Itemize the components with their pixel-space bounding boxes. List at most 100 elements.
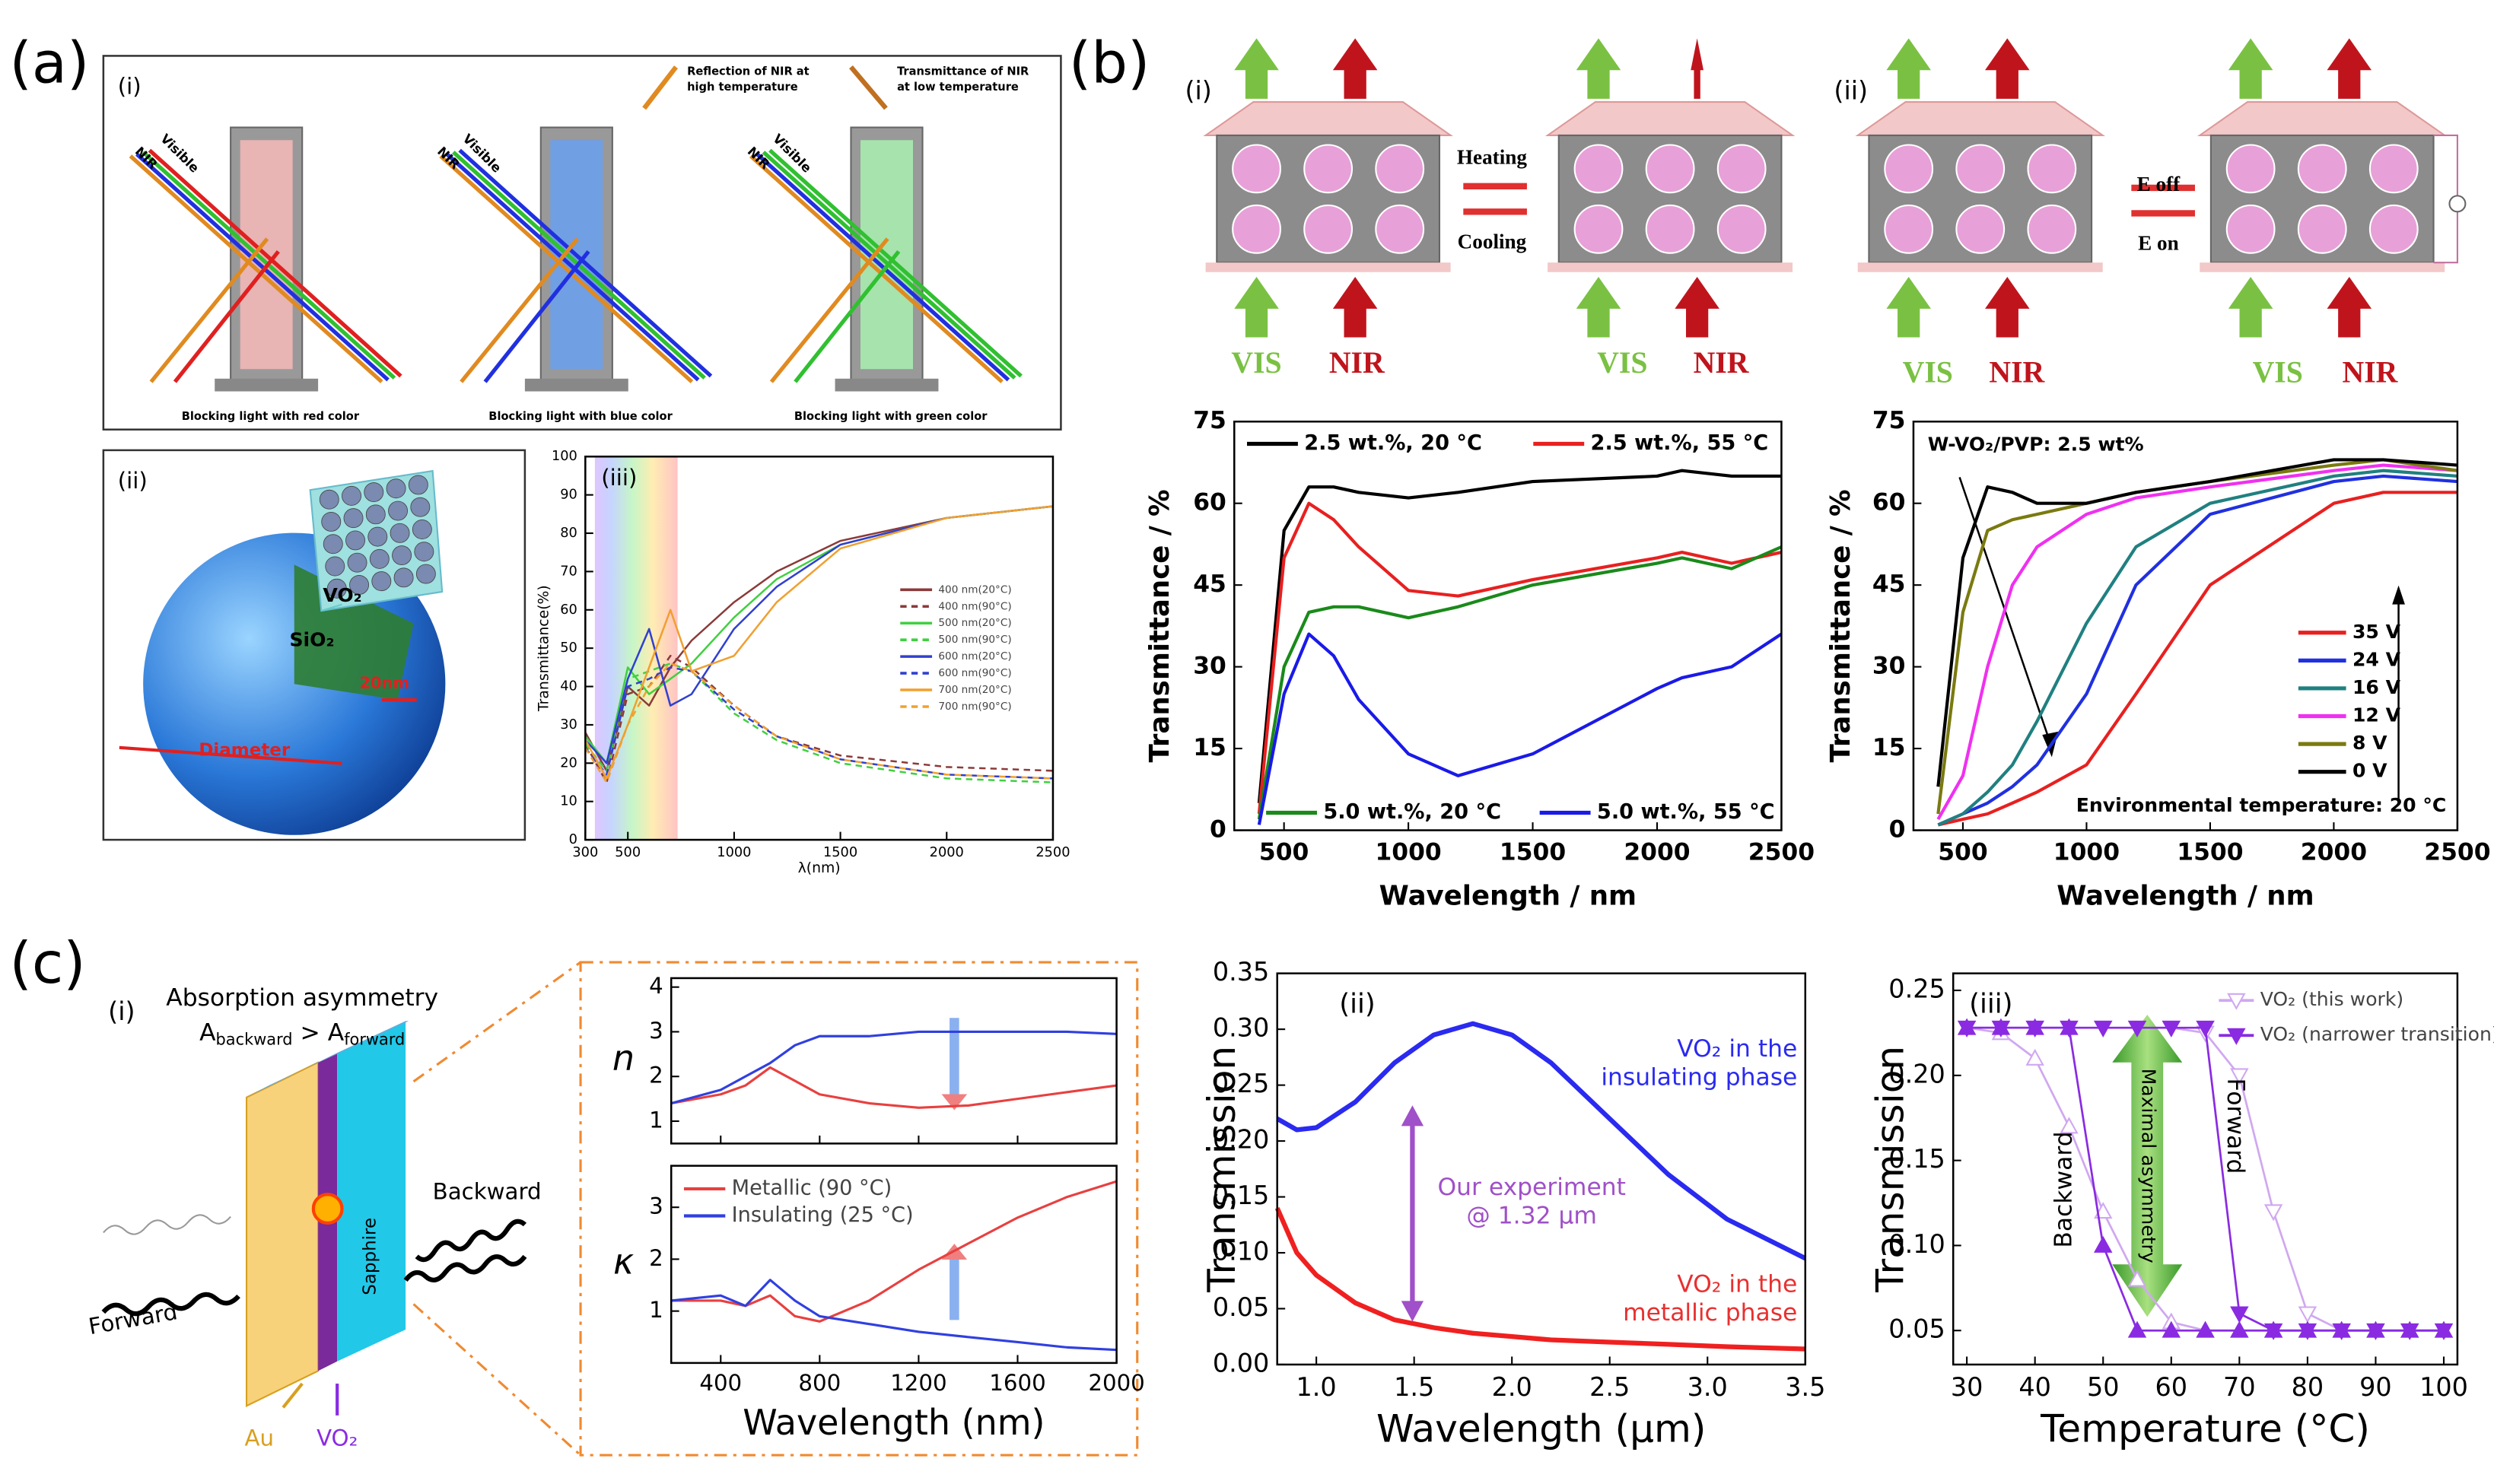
x-tick-label: 1.5 [1394,1372,1434,1402]
legend-text: at low temperature [897,81,1019,94]
y-tick-label: 0.10 [1213,1237,1269,1266]
roof [1544,101,1796,136]
lattice-ball [347,552,367,573]
y-tick-label: 100 [552,449,577,464]
y-axis-label: Transmission [1867,1046,1912,1293]
legend-marker [2227,993,2246,1010]
x-tick-label: 500 [1259,838,1309,866]
beam-label: NIR [132,144,161,173]
wave [101,1292,240,1317]
x-tick-label: 2500 [1748,838,1815,866]
lattice-ball [415,564,436,584]
series-line [1967,1026,2444,1332]
marker [2162,1320,2181,1338]
annotation: metallic phase [1623,1299,1797,1327]
nir-label: NIR [1694,346,1750,380]
sapphire [337,1021,406,1362]
panel-label: (b) [1069,30,1150,97]
lattice-ball [321,511,342,532]
arrowhead [941,1094,968,1111]
y-axis-label: κ [613,1241,634,1282]
beam [148,148,402,378]
chart: 500 1000 1500 2000 2500 0 15 30 45 60 75 Wavelength… [1144,407,1815,911]
beam [135,152,390,382]
marker [2094,1020,2113,1038]
subpanel-label: (ii) [1339,988,1375,1019]
legend-text: Reflection of NIR at [687,65,810,78]
beam [749,154,1004,383]
chart: 1 2 3 4 n [612,973,1118,1145]
legend-label: 12 V [2352,704,2401,726]
legend-arrow [849,65,888,110]
lattice-ball [345,530,365,551]
x-tick-label: 1.0 [1296,1372,1337,1402]
relation-part: > A [293,1019,345,1047]
y-tick-label: 3 [649,1018,663,1044]
stand [215,378,319,392]
x-tick-label: 2000 [1624,838,1690,866]
marker [2230,1320,2249,1338]
panel-frame [102,449,526,841]
beam-label: NIR [434,144,463,173]
marker [2060,1117,2079,1134]
lattice-ball [392,545,412,566]
series-line [1274,1206,1805,1352]
legend-label: 16 V [2352,676,2401,698]
beam-label: Forward [87,1298,180,1339]
y-tick-label: 0.00 [1213,1348,1269,1378]
arrowhead [2392,585,2405,605]
x-tick-label: 500 [1938,838,1987,866]
x-tick-label: 2000 [2301,838,2367,866]
y-tick-label: 0 [1210,816,1226,844]
x-tick-label: 1000 [717,845,751,860]
x-tick-label: 2000 [1088,1370,1144,1396]
y-tick-label: 3 [649,1193,663,1219]
series-line [584,505,1054,764]
marker [2025,1018,2044,1035]
arrow [2228,38,2273,99]
y-tick-label: 30 [1872,653,1906,680]
caption: Blocking light with blue color [488,410,673,423]
x-tick-label: 1000 [1375,838,1441,866]
y-tick-label: 40 [560,679,577,694]
x-tick-label: 40 [2018,1372,2051,1402]
series-line [670,1030,1117,1104]
lattice-ball [365,504,386,525]
y-axis-label: n [612,1038,635,1079]
y-tick-label: 15 [1193,734,1226,761]
roof [1203,101,1453,136]
zoom-line [412,1303,582,1457]
marker [2230,1068,2249,1085]
beam-label: NIR [745,144,774,173]
x-axis-label: λ(nm) [798,860,841,876]
beam [458,148,713,378]
process-label: E off [2137,173,2181,195]
beam [439,154,694,383]
particle [1375,144,1425,194]
lattice-ball [323,534,343,555]
x-tick-label: 30 [1951,1372,1983,1402]
panel-label: (c) [10,929,86,996]
au-layer [245,1061,320,1407]
y-tick-label: 30 [560,717,577,732]
particle [1232,144,1281,194]
series-line [1257,469,1782,803]
y-tick-label: 0.20 [1888,1059,1945,1088]
legend-label: 400 nm(90°C) [938,600,1011,612]
series-line [1967,1026,2444,1332]
wave [403,1254,527,1282]
subpanel-label: (ii) [118,468,148,494]
vis-label: VIS [1231,346,1281,380]
particle [1303,204,1354,254]
hotspot [311,1193,344,1225]
nir-label: NIR [1329,346,1385,380]
arrow [1576,38,1621,99]
arrow [1886,277,1931,338]
legend-label: 500 nm(20°C) [938,617,1011,629]
film-label: VO₂ [317,1425,358,1451]
lattice-ball [410,497,431,517]
y-tick-label: 80 [560,526,577,541]
arrow [1576,277,1621,338]
marker [2094,1235,2113,1253]
caption: Blocking light with red color [182,410,360,423]
